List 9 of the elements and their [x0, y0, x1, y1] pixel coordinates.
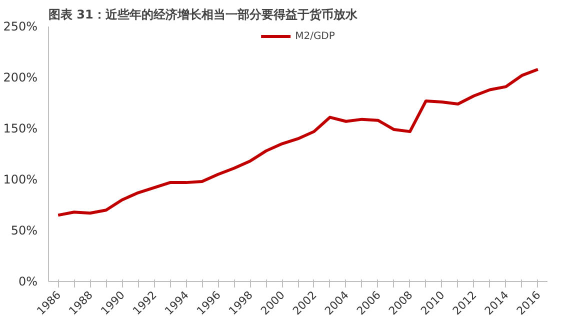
y-tick-label: 150% [3, 122, 38, 136]
line-series [56, 68, 540, 217]
legend-label: M2/GDP [295, 30, 335, 42]
chart-title: 图表 31：近些年的经济增长相当一部分要得益于货币放水 [48, 8, 358, 22]
y-tick-label: 50% [10, 224, 38, 238]
y-tick-label: 0% [18, 274, 38, 288]
y-tick-label: 200% [3, 70, 38, 84]
y-tick-label: 250% [3, 20, 38, 34]
y-tick-label: 100% [3, 172, 38, 186]
